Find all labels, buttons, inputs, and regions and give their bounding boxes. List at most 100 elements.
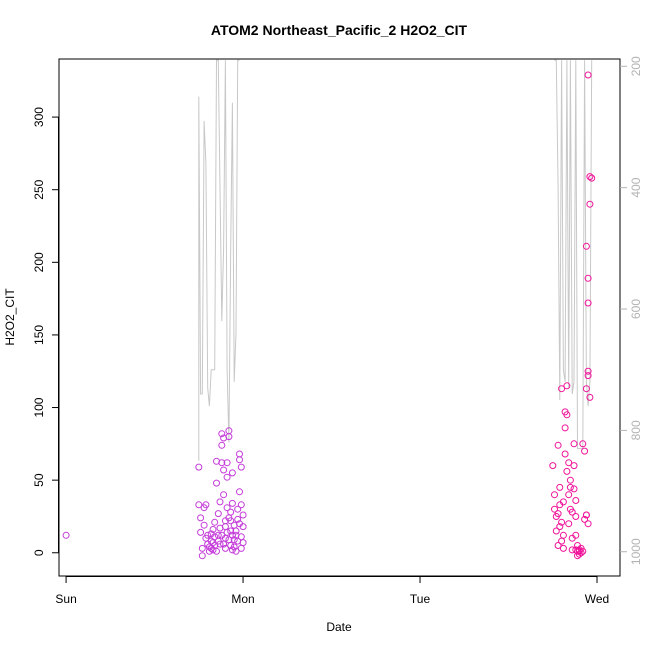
data-point bbox=[568, 508, 576, 516]
data-point bbox=[554, 510, 562, 518]
data-point bbox=[570, 462, 578, 470]
data-point bbox=[570, 440, 578, 448]
data-point bbox=[559, 531, 567, 539]
plot-frame bbox=[58, 58, 621, 577]
data-point bbox=[200, 521, 208, 529]
data-point bbox=[198, 552, 206, 560]
data-point bbox=[227, 527, 235, 535]
data-point bbox=[558, 537, 566, 545]
data-point bbox=[218, 531, 226, 539]
data-points bbox=[62, 71, 596, 560]
data-point bbox=[237, 544, 245, 552]
y-tick-label: 0 bbox=[32, 549, 46, 556]
data-point bbox=[566, 476, 574, 484]
x-tick-label: Sun bbox=[55, 592, 76, 606]
y-tick-label: 150 bbox=[32, 325, 46, 345]
data-point bbox=[209, 546, 217, 554]
data-point bbox=[584, 372, 592, 380]
data-point bbox=[223, 459, 231, 467]
data-point bbox=[220, 491, 228, 499]
data-point bbox=[236, 456, 243, 464]
data-point bbox=[213, 547, 220, 555]
y-axis-left: 0 50 100 150 200 250 300 bbox=[32, 107, 59, 556]
data-point bbox=[236, 488, 243, 496]
data-point bbox=[223, 473, 231, 481]
altitude-profile-lines bbox=[198, 59, 593, 461]
data-point bbox=[563, 382, 571, 390]
data-point bbox=[572, 531, 580, 539]
data-point bbox=[225, 536, 233, 544]
data-point bbox=[582, 385, 590, 393]
data-point bbox=[218, 459, 226, 467]
data-point bbox=[209, 526, 217, 533]
data-point bbox=[218, 441, 226, 449]
data-point bbox=[211, 518, 219, 526]
y-tick-label: 300 bbox=[32, 107, 46, 127]
data-point bbox=[584, 299, 592, 307]
y-tick-label: 50 bbox=[32, 473, 46, 487]
data-point bbox=[227, 517, 235, 525]
data-point bbox=[566, 483, 574, 491]
data-point bbox=[220, 466, 228, 474]
data-point bbox=[558, 385, 566, 393]
data-point bbox=[202, 501, 210, 509]
data-point bbox=[561, 450, 569, 458]
data-point bbox=[584, 71, 592, 79]
data-point bbox=[214, 510, 222, 518]
data-point bbox=[204, 531, 212, 539]
y-axis-right: 200 400 600 800 1000 bbox=[620, 56, 643, 565]
data-point bbox=[207, 537, 215, 545]
data-point bbox=[584, 367, 592, 375]
data-point bbox=[230, 543, 238, 551]
data-point bbox=[225, 427, 233, 435]
data-point bbox=[228, 499, 236, 507]
data-point bbox=[239, 511, 247, 519]
data-point bbox=[579, 440, 587, 448]
data-point bbox=[584, 520, 592, 528]
data-point bbox=[563, 411, 571, 419]
x-axis-label: Date bbox=[326, 620, 352, 634]
x-tick-label: Tue bbox=[410, 592, 431, 606]
y-right-tick-label: 1000 bbox=[629, 538, 643, 565]
data-point bbox=[234, 537, 242, 545]
data-point bbox=[586, 393, 594, 401]
data-point bbox=[195, 501, 203, 509]
data-point bbox=[565, 459, 573, 467]
data-point bbox=[221, 544, 229, 552]
data-point bbox=[581, 447, 589, 455]
data-point bbox=[559, 498, 567, 506]
data-point bbox=[575, 547, 583, 555]
data-point bbox=[232, 547, 240, 555]
data-point bbox=[207, 544, 215, 552]
data-point bbox=[227, 508, 235, 516]
data-point bbox=[561, 424, 569, 432]
data-point bbox=[232, 527, 240, 535]
data-point bbox=[582, 242, 590, 250]
data-point bbox=[223, 504, 231, 512]
data-point bbox=[584, 274, 592, 282]
data-point bbox=[586, 200, 594, 208]
data-point bbox=[563, 467, 571, 475]
data-point bbox=[197, 528, 205, 536]
y-right-tick-label: 400 bbox=[629, 177, 643, 197]
x-tick-label: Wed bbox=[585, 592, 609, 606]
profile-line-segment-0 bbox=[198, 59, 240, 461]
data-point bbox=[234, 505, 242, 513]
profile-line-segment-1 bbox=[554, 59, 593, 450]
x-tick-label: Mon bbox=[231, 592, 254, 606]
data-point bbox=[556, 523, 564, 531]
y-right-tick-label: 800 bbox=[629, 420, 643, 440]
data-point bbox=[218, 430, 226, 438]
data-point bbox=[197, 514, 205, 522]
data-point bbox=[570, 485, 578, 493]
data-point bbox=[237, 463, 245, 471]
data-point bbox=[62, 531, 70, 539]
y-axis-label: H2O2_CIT bbox=[3, 288, 17, 346]
data-point bbox=[237, 501, 245, 509]
y-tick-label: 100 bbox=[32, 397, 46, 417]
data-point bbox=[556, 483, 564, 491]
data-point bbox=[552, 527, 560, 535]
data-point bbox=[582, 511, 590, 519]
data-point bbox=[198, 544, 206, 552]
